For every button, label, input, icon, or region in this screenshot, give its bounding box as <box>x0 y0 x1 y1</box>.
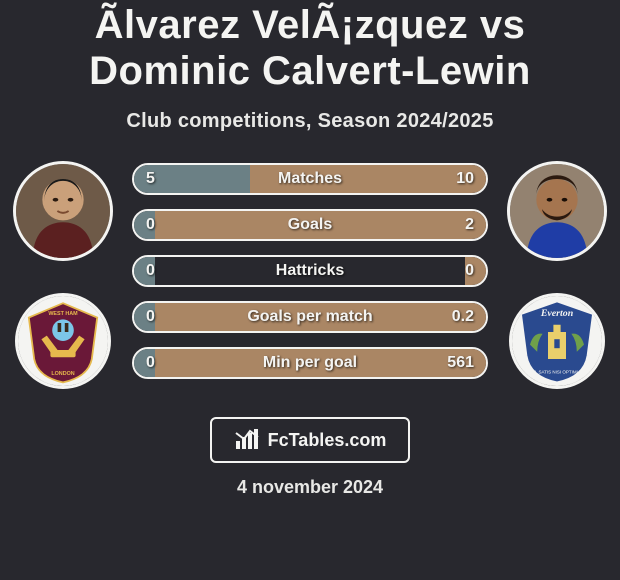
date-label: 4 november 2024 <box>6 477 614 498</box>
stat-bar-fill-wrap <box>134 165 486 193</box>
stat-bar-fill-left <box>134 349 155 377</box>
stat-bar-fill-right <box>465 257 486 285</box>
stat-bar: 0Goals2 <box>132 209 488 241</box>
everton-crest-icon: Everton NIL SATIS NISI OPTIMUM <box>512 296 602 386</box>
avatar-placeholder-icon <box>510 164 604 258</box>
bar-chart-icon <box>234 429 260 451</box>
stat-bar-fill-right <box>155 211 486 239</box>
stat-bar-fill-wrap <box>134 257 486 285</box>
stat-bar-fill-wrap <box>134 211 486 239</box>
stat-bar: 0Min per goal561 <box>132 347 488 379</box>
stat-bar: 0Hattricks0 <box>132 255 488 287</box>
player-right-avatar <box>507 161 607 261</box>
stat-bar-fill-left <box>134 165 250 193</box>
west-ham-crest-icon: WEST HAM LONDON <box>18 296 108 386</box>
svg-text:WEST HAM: WEST HAM <box>48 311 78 317</box>
club-left-crest: WEST HAM LONDON <box>15 293 111 389</box>
stat-bar-fill-left <box>134 257 155 285</box>
svg-text:NIL SATIS NISI OPTIMUM: NIL SATIS NISI OPTIMUM <box>530 369 584 374</box>
source-logo: FcTables.com <box>210 417 411 463</box>
stat-bar-fill-left <box>134 303 155 331</box>
svg-text:LONDON: LONDON <box>51 371 74 377</box>
avatar-placeholder-icon <box>16 164 110 258</box>
svg-text:Everton: Everton <box>540 308 574 319</box>
club-right-crest: Everton NIL SATIS NISI OPTIMUM <box>509 293 605 389</box>
page-title: Ãlvarez VelÃ¡zquez vs Dominic Calvert-Le… <box>6 0 614 102</box>
stat-bar: 5Matches10 <box>132 163 488 195</box>
stat-bar-fill-wrap <box>134 303 486 331</box>
stat-bars: 5Matches10 0Goals2 0Hattricks0 0Goals per m… <box>132 163 488 379</box>
subtitle: Club competitions, Season 2024/2025 <box>6 110 614 133</box>
stat-bar-fill-wrap <box>134 349 486 377</box>
stat-bar-fill-right <box>250 165 486 193</box>
comparison-card: Ãlvarez VelÃ¡zquez vs Dominic Calvert-Le… <box>0 0 620 498</box>
player-left-avatar <box>13 161 113 261</box>
right-column: Everton NIL SATIS NISI OPTIMUM <box>502 161 612 389</box>
stat-bar: 0Goals per match0.2 <box>132 301 488 333</box>
stat-bar-fill-right <box>155 349 486 377</box>
source-logo-text: FcTables.com <box>268 430 387 451</box>
stat-bar-fill-left <box>134 211 155 239</box>
main-row: WEST HAM LONDON 5Matches10 0Goals2 0Hattri… <box>6 161 614 389</box>
stat-bar-fill-right <box>155 303 486 331</box>
left-column: WEST HAM LONDON <box>8 161 118 389</box>
